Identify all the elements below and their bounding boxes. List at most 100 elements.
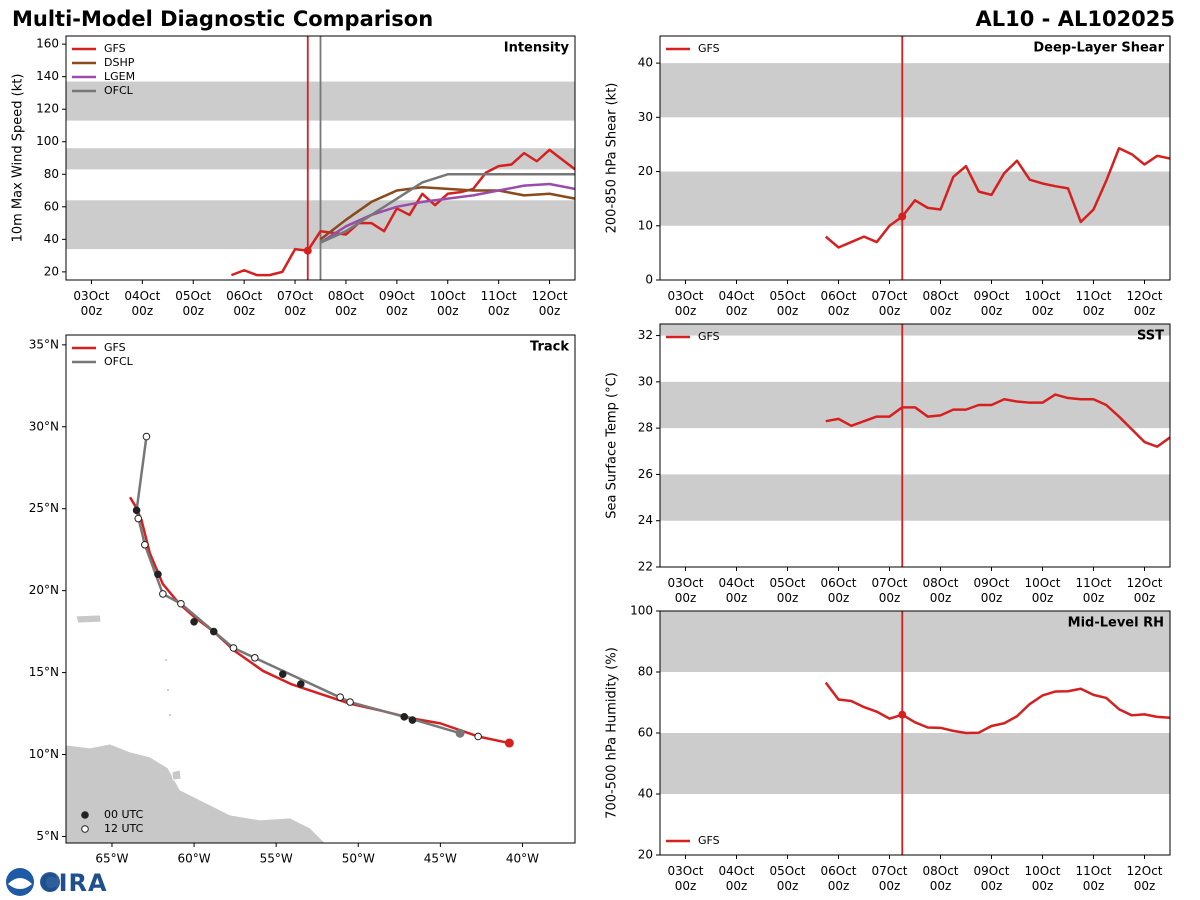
series-line	[135, 436, 461, 735]
x-tick-label: 03Oct 00z	[667, 864, 703, 893]
y-tick-label: 10°N	[29, 747, 59, 761]
panel-title: Deep-Layer Shear	[1033, 41, 1164, 56]
track-point	[142, 432, 151, 441]
x-tick-label: 09Oct 00z	[973, 289, 1009, 318]
y-tick-label: 25°N	[29, 501, 59, 515]
legend-label: OFCL	[104, 355, 134, 368]
x-tick-label: 06Oct 00z	[820, 576, 856, 605]
y-tick-label: 0	[645, 273, 653, 287]
x-tick-label: 04Oct 00z	[718, 864, 754, 893]
legend-label: LGEM	[104, 70, 135, 83]
x-tick-label: 06Oct 00z	[820, 289, 856, 318]
series-line	[230, 148, 575, 277]
track-point	[474, 732, 482, 741]
panel-title: Track	[530, 340, 569, 355]
init-point	[898, 212, 907, 221]
legend-label: GFS	[698, 42, 720, 55]
y-tick-label: 5°N	[36, 829, 59, 843]
y-axis-label: 200-850 hPa Shear (kt)	[605, 83, 620, 234]
y-tick-label: 60	[638, 726, 653, 740]
y-tick-label: 35°N	[29, 337, 59, 351]
x-tick-label: 12Oct 00z	[1126, 864, 1162, 893]
track-point	[408, 716, 417, 724]
x-tick-label: 05Oct 00z	[175, 289, 211, 318]
y-tick-label: 40	[44, 232, 59, 246]
y-axis-label: 10m Max Wind Speed (kt)	[11, 74, 26, 243]
x-tick-label: 12Oct 00z	[532, 289, 568, 318]
y-tick-label: 32	[638, 328, 653, 342]
track-point	[229, 644, 238, 652]
logo-text: CIRA	[40, 869, 108, 897]
y-tick-label: 10	[638, 218, 653, 232]
panel-title: SST	[1137, 329, 1164, 344]
frame	[65, 334, 576, 844]
series-line	[319, 173, 575, 244]
legend-label: 00 UTC	[104, 808, 144, 821]
track-point	[336, 693, 345, 701]
logo-globe	[40, 872, 60, 892]
island	[171, 769, 182, 781]
legend-swatch	[81, 811, 89, 819]
y-axis-label: Sea Surface Temp (°C)	[605, 372, 620, 519]
x-tick-label: 05Oct 00z	[769, 289, 805, 318]
x-tick-label: 09Oct 00z	[973, 864, 1009, 893]
band	[660, 324, 1170, 336]
track-point	[132, 506, 141, 515]
plot-area	[66, 36, 575, 280]
y-tick-label: 30°N	[29, 419, 59, 433]
storm-id: AL10 - AL102025	[976, 7, 1176, 31]
x-tick-label: 04Oct 00z	[124, 289, 160, 318]
track-point	[296, 680, 305, 688]
legend-swatch	[81, 825, 89, 833]
track-point	[209, 627, 218, 636]
island	[168, 713, 172, 717]
series-line	[319, 182, 575, 244]
x-tick-label: 03Oct 00z	[667, 289, 703, 318]
x-tick-label: 65°W	[95, 852, 128, 866]
x-tick-label: 03Oct 00z	[667, 576, 703, 605]
series-line	[825, 393, 1170, 448]
y-tick-label: 15°N	[29, 665, 59, 679]
y-tick-label: 20°N	[29, 583, 59, 597]
y-tick-label: 60	[44, 199, 59, 213]
x-tick-label: 11Oct 00z	[1075, 576, 1111, 605]
y-tick-label: 100	[630, 604, 653, 618]
x-tick-label: 12Oct 00z	[1126, 289, 1162, 318]
y-tick-label: 80	[44, 167, 59, 181]
legend-label: OFCL	[104, 84, 134, 97]
legend-label: GFS	[698, 834, 720, 847]
y-tick-label: 26	[638, 467, 653, 481]
island	[75, 614, 102, 624]
x-tick-label: 05Oct 00z	[769, 864, 805, 893]
track-start	[455, 728, 465, 738]
x-tick-label: 08Oct 00z	[922, 864, 958, 893]
x-tick-label: 10Oct 00z	[1024, 576, 1060, 605]
track-point	[159, 590, 167, 598]
y-tick-label: 30	[638, 374, 653, 388]
logo-wave	[8, 878, 32, 889]
band	[660, 611, 1170, 672]
init-point	[303, 246, 312, 255]
x-tick-label: 10Oct 00z	[1024, 289, 1060, 318]
x-tick-label: 05Oct 00z	[769, 576, 805, 605]
x-tick-label: 12Oct 00z	[1126, 576, 1162, 605]
series-line	[319, 186, 575, 241]
legend-label: DSHP	[104, 56, 135, 69]
x-tick-label: 06Oct 00z	[820, 864, 856, 893]
band	[660, 171, 1170, 226]
x-tick-label: 50°W	[342, 852, 375, 866]
y-tick-label: 20	[638, 848, 653, 862]
x-tick-label: 08Oct 00z	[922, 576, 958, 605]
x-tick-label: 04Oct 00z	[718, 289, 754, 318]
track-start	[504, 738, 514, 748]
band	[660, 63, 1170, 118]
y-tick-label: 20	[638, 164, 653, 178]
y-tick-label: 120	[36, 102, 59, 116]
panel-title: Mid-Level RH	[1068, 616, 1164, 631]
y-tick-label: 80	[638, 665, 653, 679]
track-point	[278, 670, 287, 679]
legend-label: GFS	[104, 42, 126, 55]
y-tick-label: 160	[36, 37, 59, 51]
frame	[659, 35, 1171, 281]
